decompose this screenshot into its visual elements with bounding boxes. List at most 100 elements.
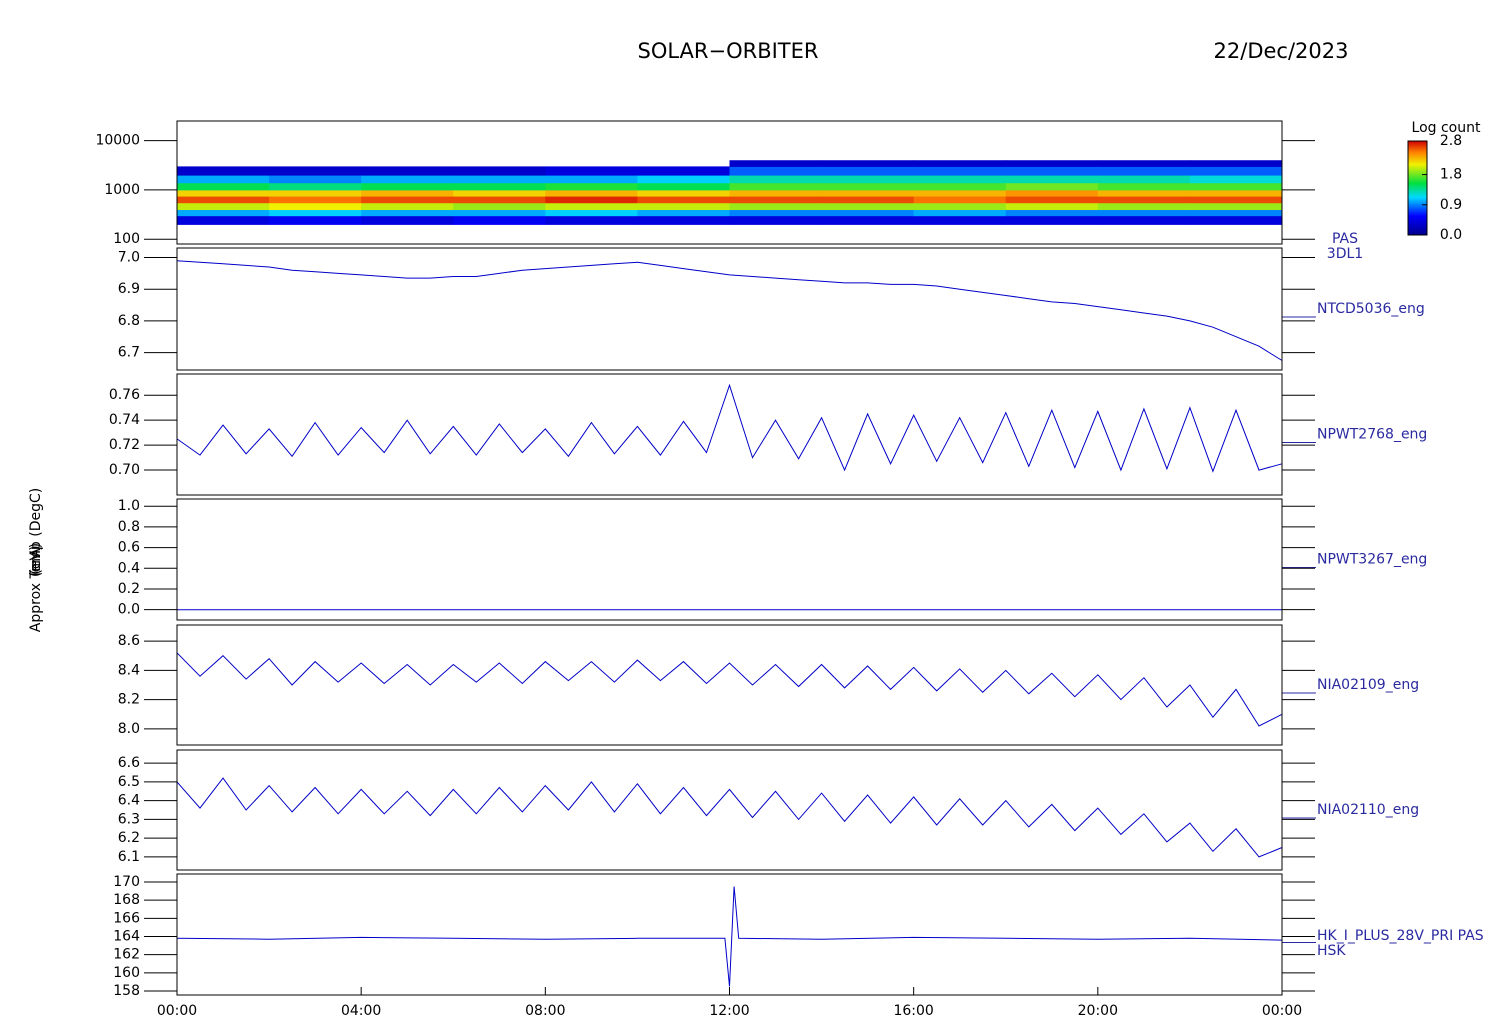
heatmap-cell: [269, 166, 362, 176]
heatmap-cell: [453, 209, 546, 217]
heatmap-cell: [545, 166, 638, 176]
x-tick-label: 04:00: [341, 1003, 381, 1019]
y-tick-label: 158: [113, 983, 140, 999]
heatmap-cell: [729, 189, 823, 197]
colorbar-tick-label: 0.9: [1440, 197, 1462, 213]
heatmap-cell: [1097, 209, 1191, 217]
heatmap-cell: [1097, 160, 1191, 167]
heatmap-cell: [545, 202, 638, 211]
heatmap-cell: [913, 215, 1007, 225]
y-tick-label: 0.8: [118, 519, 140, 535]
heatmap-cell: [361, 175, 454, 184]
colorbar-label: Log count: [1412, 120, 1481, 136]
heatmap-cell: [545, 189, 638, 197]
heatmap-cell: [177, 196, 270, 204]
y-tick-label: 166: [113, 910, 140, 926]
heatmap-cell: [361, 166, 454, 176]
heatmap-cell: [1097, 196, 1191, 204]
series-label: NPWT3267_eng: [1317, 552, 1427, 568]
chart-title: SOLAR−ORBITER: [637, 39, 818, 63]
heatmap-cell: [821, 202, 915, 211]
y-tick-label: 0.6: [118, 540, 140, 556]
heatmap-cell: [361, 209, 454, 217]
heatmap-cell: [637, 196, 730, 204]
y-tick-label: 164: [113, 928, 140, 944]
y-tick-label: 6.8: [118, 313, 140, 329]
heatmap-cell: [1097, 182, 1191, 191]
heatmap-cell: [1097, 189, 1191, 197]
y-tick-label: 100: [113, 231, 140, 247]
heatmap-cell: [269, 182, 362, 191]
heatmap-cell: [177, 202, 270, 211]
panel-frame: [176, 120, 1283, 245]
x-tick-label: 08:00: [525, 1003, 565, 1019]
heatmap-cell: [821, 160, 915, 167]
line: [176, 652, 1283, 727]
y-tick-label: 6.4: [118, 793, 140, 809]
heatmap-cell: [269, 209, 362, 217]
heatmap-cell: [177, 175, 270, 184]
y-tick-label: 0.4: [118, 560, 140, 576]
heatmap-cell: [1097, 175, 1191, 184]
heatmap-cell: [729, 209, 823, 217]
heatmap-cell: [361, 215, 454, 225]
y-tick-label: 10000: [95, 133, 140, 149]
y-tick-label: 6.5: [118, 774, 140, 790]
y-axis-label: (eV): [28, 545, 44, 574]
panel-label: HSK: [1317, 943, 1346, 959]
heatmap-cell: [913, 166, 1007, 176]
heatmap-cell: [913, 160, 1007, 167]
y-tick-label: 1.0: [118, 498, 140, 514]
heatmap-cell: [453, 202, 546, 211]
heatmap-cell: [913, 209, 1007, 217]
colorbar-tick-label: 2.8: [1440, 133, 1462, 149]
heatmap-cell: [729, 215, 823, 225]
heatmap-cell: [453, 182, 546, 191]
heatmap-cell: [1189, 175, 1283, 184]
line: [176, 777, 1283, 858]
heatmap-cell: [177, 215, 270, 225]
y-tick-label: 168: [113, 892, 140, 908]
colorbar: [1407, 140, 1428, 236]
heatmap-cell: [1005, 196, 1099, 204]
series-label: HK_I_PLUS_28V_PRI PAS: [1317, 928, 1484, 944]
heatmap-cell: [269, 202, 362, 211]
heatmap-cell: [453, 215, 546, 225]
panel-frame: [176, 247, 1283, 371]
heatmap-cell: [1189, 196, 1283, 204]
y-tick-label: 8.2: [118, 692, 140, 708]
heatmap-cell: [637, 209, 730, 217]
y-tick-label: 6.2: [118, 830, 140, 846]
heatmap-cell: [729, 182, 823, 191]
heatmap-cell: [361, 202, 454, 211]
panel-frame: [176, 749, 1283, 871]
heatmap-cell: [1189, 189, 1283, 197]
heatmap-cell: [637, 215, 730, 225]
y-tick-label: 6.3: [118, 811, 140, 827]
y-tick-label: 6.1: [118, 849, 140, 865]
heatmap-cell: [177, 189, 270, 197]
heatmap-cell: [729, 196, 823, 204]
heatmap-cell: [913, 196, 1007, 204]
heatmap-cell: [269, 175, 362, 184]
heatmap-cell: [545, 182, 638, 191]
y-tick-label: 0.76: [109, 387, 140, 403]
series-label: NTCD5036_eng: [1317, 301, 1425, 317]
heatmap-cell: [269, 215, 362, 225]
heatmap-cell: [361, 182, 454, 191]
series-label: NIA02109_eng: [1317, 677, 1419, 693]
heatmap-cell: [1097, 166, 1191, 176]
heatmap-cell: [637, 175, 730, 184]
line: [176, 886, 1283, 987]
heatmap-cell: [545, 209, 638, 217]
x-tick-label: 00:00: [157, 1003, 197, 1019]
heatmap-cell: [1005, 166, 1099, 176]
heatmap-cell: [177, 182, 270, 191]
heatmap-cell: [269, 189, 362, 197]
heatmap-cell: [453, 166, 546, 176]
date: 22/Dec/2023: [1214, 39, 1349, 63]
colorbar-tick-label: 1.8: [1440, 167, 1462, 183]
heatmap-cell: [1005, 189, 1099, 197]
